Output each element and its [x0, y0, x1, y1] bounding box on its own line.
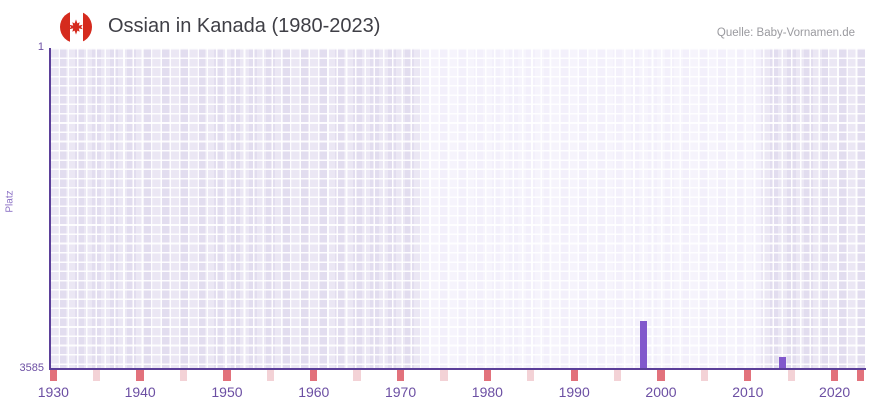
year-column-tint [587, 48, 596, 369]
maple-leaf-icon [69, 19, 83, 35]
x-axis-tick-label: 1940 [124, 384, 156, 400]
year-column-tint [413, 48, 423, 369]
x-axis-tick-label: 1980 [471, 384, 503, 400]
x-axis-tick-label: 1950 [211, 384, 243, 400]
year-column-tint [795, 48, 805, 369]
year-column-tint [656, 48, 666, 369]
y-axis-tick-top: 1 [37, 41, 44, 53]
x-axis-line [49, 368, 866, 370]
year-column-tint [465, 48, 475, 369]
x-tick-major [310, 370, 318, 381]
x-axis-tick-label: 2010 [732, 384, 764, 400]
x-tick-major [136, 370, 144, 381]
bar[interactable] [639, 321, 648, 369]
year-column-tint [569, 48, 579, 369]
x-tick-major [570, 370, 578, 381]
x-axis-tick-label: 1970 [384, 384, 417, 400]
x-axis-tick-label: 2020 [819, 384, 851, 400]
year-column-tint [535, 48, 544, 369]
x-tick-minor [93, 370, 101, 381]
x-tick-minor [179, 370, 188, 381]
year-column-tint [257, 48, 266, 369]
y-axis-title: Platz [4, 190, 16, 213]
year-column-tint [118, 48, 128, 369]
plot-area [49, 48, 865, 369]
year-column-tint [135, 48, 145, 369]
year-column-tint [274, 48, 284, 369]
flag-band-left [60, 11, 70, 43]
year-column-tint [66, 48, 76, 369]
year-column-tint [205, 48, 214, 369]
x-tick-minor [266, 370, 275, 381]
year-column-tint [361, 48, 371, 369]
year-column-tint [830, 48, 839, 369]
year-column-tint [292, 48, 301, 369]
page-title: Ossian in Kanada (1980-2023) [108, 15, 381, 37]
year-column-tint [153, 48, 162, 369]
x-tick-major [49, 370, 58, 381]
year-column-tint [604, 48, 614, 369]
source-attribution: Quelle: Baby-Vornamen.de [716, 27, 855, 39]
year-column-tint [396, 48, 405, 369]
year-column-tint [621, 48, 631, 369]
x-tick-major [744, 370, 752, 381]
year-column-tint [778, 48, 787, 369]
year-column-tint [552, 48, 562, 369]
x-axis-tick-label: 1960 [298, 384, 330, 400]
year-column-tint [222, 48, 232, 369]
year-column-tint [674, 48, 683, 369]
canada-flag-icon [60, 11, 92, 43]
bar[interactable] [778, 357, 787, 369]
year-column-tint [187, 48, 197, 369]
year-column-tint [726, 48, 735, 369]
year-column-tint [239, 48, 249, 369]
flag-band-right [82, 11, 92, 43]
year-column-tint [448, 48, 457, 369]
year-column-tint [500, 48, 510, 369]
y-axis-tick-bottom: 3585 [19, 362, 44, 374]
year-column-tint [344, 48, 353, 369]
year-column-tint [430, 48, 440, 369]
x-tick-minor [353, 370, 361, 381]
x-tick-edge [856, 370, 865, 381]
x-axis-tick-label: 1990 [558, 384, 590, 400]
x-tick-minor [613, 370, 622, 381]
x-tick-major [657, 370, 665, 381]
x-tick-minor [787, 370, 795, 381]
year-column-tint [326, 48, 336, 369]
x-tick-major [483, 370, 492, 381]
year-column-tint [517, 48, 527, 369]
x-tick-major [223, 370, 231, 381]
x-tick-major [396, 370, 405, 381]
x-axis-tick-label: 2000 [645, 384, 677, 400]
year-column-tint [847, 48, 857, 369]
year-column-tint [83, 48, 93, 369]
year-column-tint [743, 48, 753, 369]
year-column-tint [760, 48, 770, 369]
year-column-tint [101, 48, 110, 369]
x-tick-minor [440, 370, 448, 381]
x-axis-tick-label: 1930 [37, 384, 69, 400]
year-column-tint [691, 48, 701, 369]
year-column-tint [812, 48, 822, 369]
y-axis-line [49, 48, 51, 369]
x-tick-minor [527, 370, 535, 381]
year-column-tint [309, 48, 319, 369]
year-column-tint [708, 48, 718, 369]
chart-header: Ossian in Kanada (1980-2023) Quelle: Bab… [0, 0, 873, 48]
x-tick-major [830, 370, 839, 381]
x-tick-minor [700, 370, 709, 381]
year-column-tint [170, 48, 180, 369]
year-column-tint [378, 48, 388, 369]
year-column-tint [483, 48, 492, 369]
